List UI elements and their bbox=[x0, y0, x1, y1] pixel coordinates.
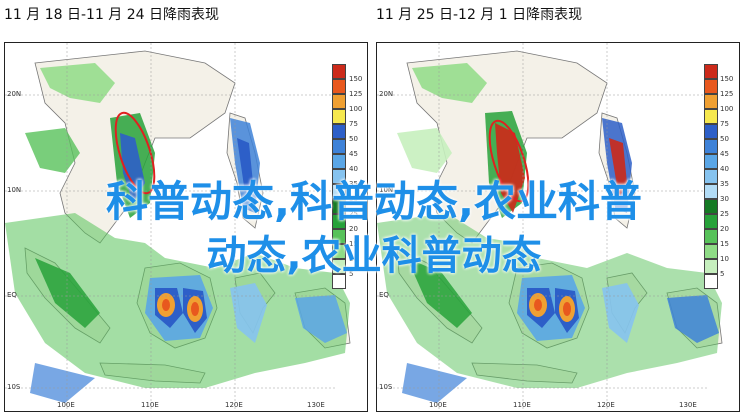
legend-tick: 75 bbox=[349, 120, 358, 128]
right-panel-title: 11 月 25 日-12 月 1 日降雨表现 bbox=[376, 7, 583, 23]
legend-tick: 100 bbox=[349, 105, 363, 113]
legend-tick: 125 bbox=[349, 90, 363, 98]
legend-swatch bbox=[332, 184, 346, 199]
legend-swatch bbox=[704, 139, 718, 154]
left-map-panel: 20N 10N EQ 10S 100E 110E 120E 130E bbox=[4, 42, 368, 412]
legend-tick: 75 bbox=[720, 120, 729, 128]
lon-label-120e: 120E bbox=[597, 401, 615, 409]
legend-swatch bbox=[332, 124, 346, 139]
legend-tick: 125 bbox=[720, 90, 734, 98]
legend-tick: 25 bbox=[349, 210, 358, 218]
legend-swatch bbox=[704, 259, 718, 274]
lon-label-110e: 110E bbox=[141, 401, 159, 409]
legend-swatch bbox=[332, 259, 346, 274]
legend-tick: 5 bbox=[349, 270, 354, 278]
legend-swatch bbox=[704, 124, 718, 139]
legend-swatch bbox=[704, 214, 718, 229]
legend-tick: 150 bbox=[720, 75, 734, 83]
legend-tick: 30 bbox=[349, 195, 358, 203]
legend-swatch bbox=[332, 154, 346, 169]
legend-tick: 35 bbox=[720, 180, 729, 188]
legend-tick: 100 bbox=[720, 105, 734, 113]
lat-label-10s: 10S bbox=[379, 383, 393, 391]
legend-swatch bbox=[332, 64, 346, 79]
right-map bbox=[377, 43, 723, 411]
lat-label-eq: EQ bbox=[7, 291, 17, 299]
legend-tick: 50 bbox=[720, 135, 729, 143]
lat-label-20n: 20N bbox=[7, 90, 22, 98]
right-map-panel: 20N 10N EQ 10S 100E 110E 120E 130E bbox=[376, 42, 740, 412]
legend-swatch bbox=[704, 199, 718, 214]
legend-swatch bbox=[704, 94, 718, 109]
legend-tick: 15 bbox=[349, 240, 358, 248]
legend-tick: 10 bbox=[720, 255, 729, 263]
legend-swatch bbox=[332, 274, 346, 289]
legend-swatch bbox=[332, 169, 346, 184]
legend-swatch bbox=[332, 109, 346, 124]
legend-tick: 40 bbox=[720, 165, 729, 173]
legend-swatch bbox=[332, 94, 346, 109]
lat-label-10n: 10N bbox=[7, 186, 22, 194]
legend-tick: 35 bbox=[349, 180, 358, 188]
lon-label-130e: 130E bbox=[679, 401, 697, 409]
left-color-legend bbox=[332, 64, 346, 289]
legend-swatch bbox=[704, 79, 718, 94]
legend-swatch bbox=[332, 139, 346, 154]
legend-swatch bbox=[704, 184, 718, 199]
legend-tick: 40 bbox=[349, 165, 358, 173]
lon-label-100e: 100E bbox=[57, 401, 75, 409]
legend-swatch bbox=[704, 64, 718, 79]
left-map bbox=[5, 43, 351, 411]
lat-label-10s: 10S bbox=[7, 383, 21, 391]
legend-swatch bbox=[332, 214, 346, 229]
legend-swatch bbox=[704, 154, 718, 169]
legend-swatch bbox=[704, 109, 718, 124]
legend-swatch bbox=[704, 169, 718, 184]
lon-label-120e: 120E bbox=[225, 401, 243, 409]
legend-swatch bbox=[332, 199, 346, 214]
legend-tick: 20 bbox=[349, 225, 358, 233]
legend-swatch bbox=[332, 244, 346, 259]
legend-tick: 50 bbox=[349, 135, 358, 143]
legend-tick: 45 bbox=[349, 150, 358, 158]
legend-tick: 5 bbox=[720, 270, 725, 278]
lon-label-110e: 110E bbox=[513, 401, 531, 409]
legend-swatch bbox=[704, 244, 718, 259]
legend-tick: 15 bbox=[720, 240, 729, 248]
lat-label-10n: 10N bbox=[379, 186, 394, 194]
legend-tick: 30 bbox=[720, 195, 729, 203]
lat-label-eq: EQ bbox=[379, 291, 389, 299]
legend-tick: 25 bbox=[720, 210, 729, 218]
legend-swatch bbox=[332, 79, 346, 94]
left-panel-title: 11 月 18 日-11 月 24 日降雨表现 bbox=[4, 7, 220, 23]
legend-swatch bbox=[332, 229, 346, 244]
legend-swatch bbox=[704, 229, 718, 244]
lon-label-100e: 100E bbox=[429, 401, 447, 409]
legend-tick: 150 bbox=[349, 75, 363, 83]
legend-tick: 10 bbox=[349, 255, 358, 263]
legend-tick: 45 bbox=[720, 150, 729, 158]
lat-label-20n: 20N bbox=[379, 90, 394, 98]
right-color-legend bbox=[704, 64, 718, 289]
legend-swatch bbox=[704, 274, 718, 289]
legend-tick: 20 bbox=[720, 225, 729, 233]
lon-label-130e: 130E bbox=[307, 401, 325, 409]
